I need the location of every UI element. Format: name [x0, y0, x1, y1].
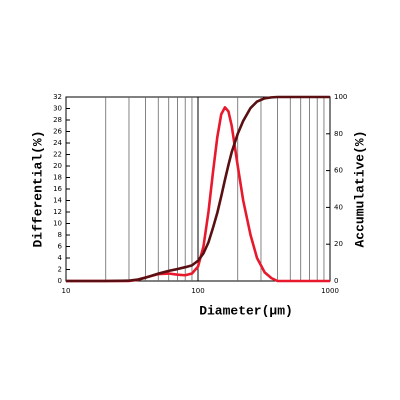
y2-tick-label: 40 [334, 203, 343, 211]
y-tick-label: 14 [53, 197, 62, 205]
y-tick-label: 6 [58, 243, 63, 251]
x-tick-label: 100 [191, 287, 204, 295]
y-tick-label: 30 [53, 105, 62, 113]
y-tick-label: 32 [53, 93, 62, 101]
y2-tick-label: 100 [334, 93, 347, 101]
y-tick-label: 4 [58, 254, 63, 262]
y2-axis-label: Accumulative(%) [352, 130, 367, 247]
y-tick-label: 2 [58, 266, 62, 274]
y-axis-label: Differential(%) [30, 130, 45, 247]
x-tick-label: 10 [62, 287, 71, 295]
y2-tick-label: 60 [334, 167, 343, 175]
y-tick-label: 24 [53, 139, 62, 147]
y-tick-label: 12 [53, 208, 62, 216]
y-tick-label: 8 [58, 231, 62, 239]
y2-tick-label: 0 [334, 277, 338, 285]
y-tick-label: 16 [53, 185, 62, 193]
y-tick-label: 18 [53, 174, 62, 182]
x-axis-label: Diameter(µm) [199, 303, 293, 318]
y-tick-label: 20 [53, 162, 62, 170]
y-tick-label: 0 [58, 277, 62, 285]
x-tick-label: 1000 [321, 287, 339, 295]
y2-tick-label: 20 [334, 240, 343, 248]
series-line [66, 95, 330, 283]
y-tick-label: 22 [53, 151, 62, 159]
y-tick-label: 26 [53, 128, 62, 136]
y-tick-label: 10 [53, 220, 62, 228]
y2-tick-label: 80 [334, 130, 343, 138]
y-tick-label: 28 [53, 116, 62, 124]
